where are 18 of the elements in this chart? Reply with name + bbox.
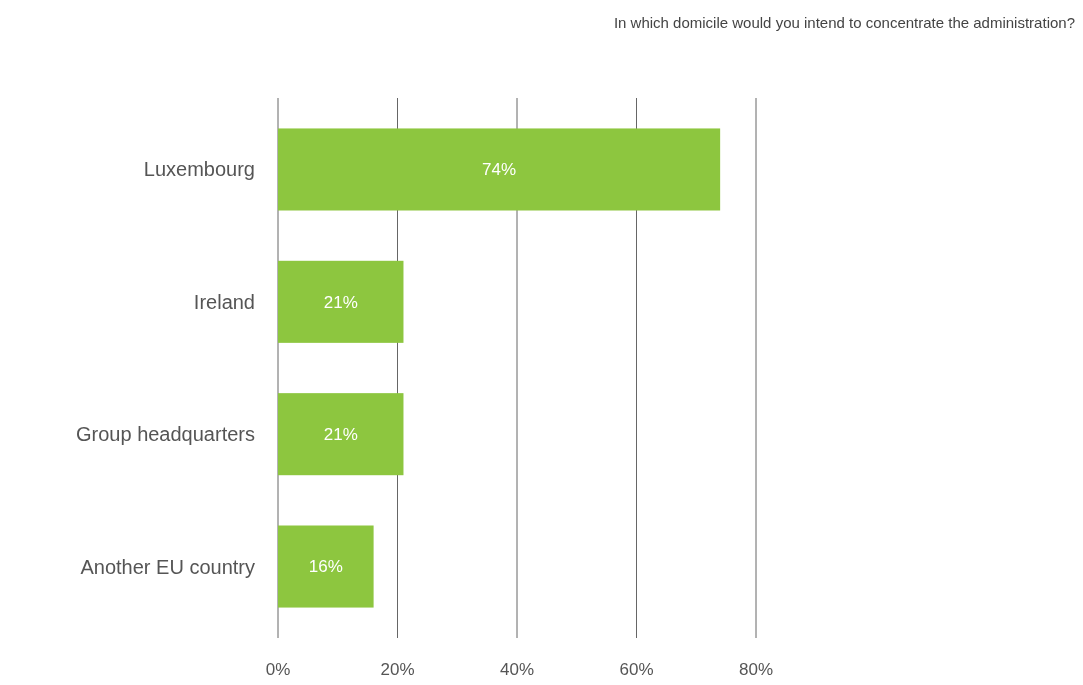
x-tick-label: 40% xyxy=(499,660,535,679)
data-label: 21% xyxy=(323,425,358,445)
x-tick-label: 20% xyxy=(380,660,415,679)
x-tick-label: 0% xyxy=(265,660,291,679)
bar xyxy=(278,260,404,343)
x-tick-label: 60% xyxy=(619,660,654,679)
bar xyxy=(278,128,721,211)
y-tick-label: Luxembourg xyxy=(143,158,255,181)
data-label: 74% xyxy=(482,160,517,180)
text: In which domicile would you intend to concentrate the administration? xyxy=(613,14,1075,31)
y-tick-label: Ireland xyxy=(193,290,255,313)
y-tick-label: Group headquarters xyxy=(75,423,255,446)
bar xyxy=(278,525,374,608)
y-tick-label: Another EU country xyxy=(80,555,255,578)
data-label: 16% xyxy=(308,557,343,577)
bar xyxy=(278,393,404,476)
x-tick-label: 80% xyxy=(738,660,774,679)
data-label: 21% xyxy=(323,292,358,312)
